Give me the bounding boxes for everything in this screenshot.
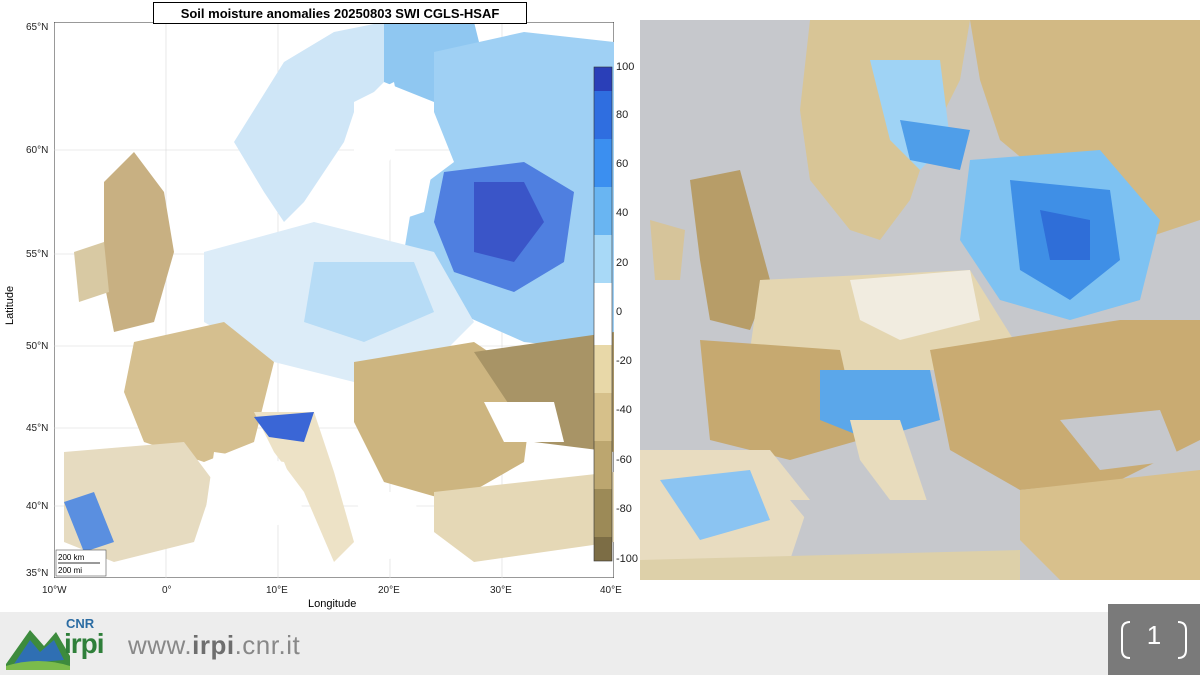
url-suffix: .cnr.it xyxy=(234,630,301,660)
colorbar xyxy=(593,66,613,562)
colorbar-tick: 60 xyxy=(616,158,629,170)
lat-tick: 65°N xyxy=(26,22,49,33)
lat-tick: 35°N xyxy=(26,568,49,579)
mountain-logo-icon xyxy=(6,630,70,670)
site-url[interactable]: www.irpi.cnr.it xyxy=(128,630,300,661)
footer-bar xyxy=(0,612,1200,675)
cnr-irpi-logo: CNR irpi xyxy=(4,616,114,672)
lon-tick: 40°E xyxy=(600,585,622,596)
colorbar-tick: 80 xyxy=(616,109,629,121)
colorbar-tick: -20 xyxy=(616,355,632,367)
url-bold: irpi xyxy=(192,630,235,660)
logo-irpi-text: irpi xyxy=(64,628,105,659)
sea-areas xyxy=(204,82,564,562)
page-number-box xyxy=(1108,604,1200,675)
left-map-plot: 200 km 200 mi xyxy=(53,21,615,579)
lon-tick: 30°E xyxy=(490,585,512,596)
logo-cnr-text: CNR xyxy=(66,616,95,631)
colorbar-tick: -40 xyxy=(616,404,632,416)
scale-km-label: 200 km xyxy=(58,553,85,562)
page-number: 1 xyxy=(1146,620,1162,650)
colorbar-tick: -80 xyxy=(616,503,632,515)
colorbar-tick: 40 xyxy=(616,207,629,219)
colorbar-tick: 20 xyxy=(616,257,629,269)
url-prefix: www. xyxy=(128,630,193,660)
scale-mi-label: 200 mi xyxy=(58,566,82,575)
right-map-svg xyxy=(640,20,1200,580)
lon-tick: 0° xyxy=(162,585,172,596)
land-areas xyxy=(64,22,614,562)
lon-tick: 10°W xyxy=(42,585,67,596)
x-axis-label: Longitude xyxy=(308,598,357,610)
lat-tick: 60°N xyxy=(26,145,49,156)
colorbar-tick: -100 xyxy=(616,553,639,565)
lon-tick: 20°E xyxy=(378,585,400,596)
colorbar-tick: 0 xyxy=(616,306,623,318)
colorbar-tick: -60 xyxy=(616,454,632,466)
scale-bar: 200 km 200 mi xyxy=(55,549,107,577)
right-map xyxy=(640,20,1200,580)
map-title: Soil moisture anomalies 20250803 SWI CGL… xyxy=(153,2,527,24)
lat-tick: 40°N xyxy=(26,501,49,512)
lat-tick: 55°N xyxy=(26,249,49,260)
lat-tick: 50°N xyxy=(26,341,49,352)
left-map-svg: 200 km 200 mi xyxy=(53,21,615,579)
y-axis-label: Latitude xyxy=(4,285,16,325)
bracket-frame-icon xyxy=(1121,621,1187,659)
lon-tick: 10°E xyxy=(266,585,288,596)
lat-tick: 45°N xyxy=(26,423,49,434)
colorbar-tick: 100 xyxy=(616,61,635,73)
